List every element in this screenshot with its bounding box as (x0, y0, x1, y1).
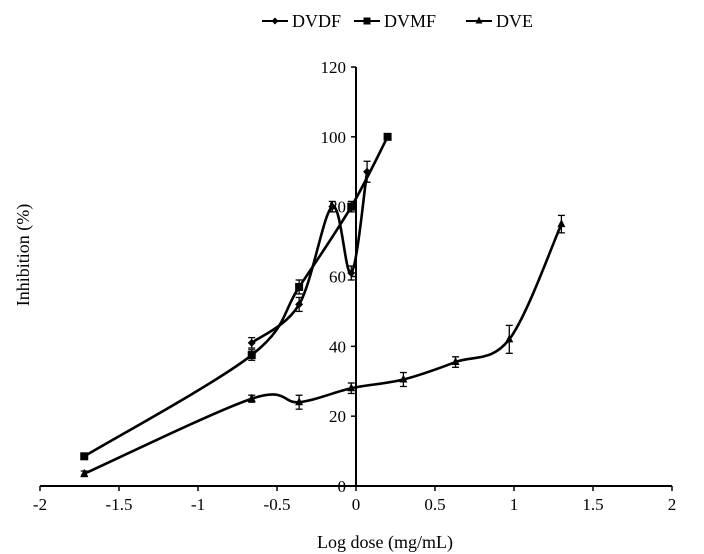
data-point-dvmf (383, 132, 392, 141)
x-tick-label: 1 (510, 495, 519, 514)
data-point-dve (451, 357, 460, 366)
data-point-dve (399, 374, 408, 383)
data-point-dvdf (295, 300, 304, 309)
legend-marker-dvdf (271, 17, 279, 25)
data-point-dvmf (295, 282, 304, 291)
data-point-dvdf (247, 338, 256, 347)
y-tick-label: 20 (329, 407, 346, 426)
data-point-dve (557, 219, 566, 228)
series-dvdf (247, 160, 372, 349)
series-line-dvdf (250, 171, 369, 344)
data-point-dve (295, 397, 304, 406)
x-tick-label: 0.5 (424, 495, 445, 514)
data-point-dvdf (328, 202, 337, 211)
x-axis-title: Log dose (mg/mL) (317, 532, 453, 553)
y-tick-label: 60 (329, 268, 346, 287)
y-tick-label: 100 (321, 128, 347, 147)
plot-area (80, 132, 566, 478)
data-point-dve (247, 393, 256, 402)
legend-label-dvmf: DVMF (384, 11, 436, 31)
data-point-dvdf (347, 269, 356, 278)
x-tick-label: 2 (668, 495, 677, 514)
y-tick-label: 0 (338, 477, 347, 496)
legend-marker-dve (475, 16, 483, 24)
y-tick-label: 120 (321, 58, 347, 77)
legend-label-dvdf: DVDF (292, 11, 341, 31)
chart-legend: DVDF DVMF DVE (262, 11, 533, 31)
data-point-dve (80, 468, 89, 477)
legend-item-dvdf: DVDF (262, 11, 341, 31)
x-tick-label: -1 (191, 495, 205, 514)
x-tick-label: -0.5 (264, 495, 291, 514)
series-dve (80, 214, 566, 478)
legend-marker-dvmf (363, 17, 371, 25)
x-tick-label: 0 (352, 495, 361, 514)
data-point-dve (347, 383, 356, 392)
x-tick-label: 1.5 (582, 495, 603, 514)
series-line-dvmf (83, 136, 389, 458)
data-point-dve (505, 334, 514, 343)
y-tick-label: 80 (329, 198, 346, 217)
x-tick-label: -2 (33, 495, 47, 514)
legend-item-dvmf: DVMF (354, 11, 436, 31)
x-tick-label: -1.5 (106, 495, 133, 514)
data-point-dvmf (80, 452, 89, 461)
series-line-dve (83, 223, 563, 475)
data-point-dvmf (247, 351, 256, 360)
y-axis-title: Inhibition (%) (13, 204, 34, 306)
legend-label-dve: DVE (496, 11, 533, 31)
legend-item-dve: DVE (466, 11, 533, 31)
y-tick-label: 40 (329, 337, 346, 356)
